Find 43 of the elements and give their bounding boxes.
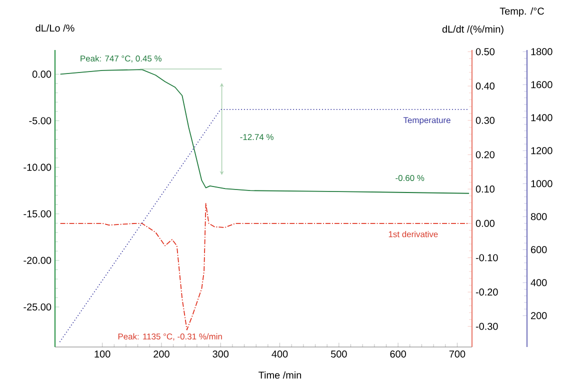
y-tick-label: -20.00 — [24, 256, 52, 264]
annotation: -0.60 % — [396, 175, 424, 181]
y3-tick-label: 1200 — [531, 147, 552, 154]
y2-tick-label: -0.10 — [476, 254, 498, 262]
y-tick-label: -5.00 — [29, 117, 52, 124]
line-series — [60, 69, 470, 194]
y2-tick-label: 0.20 — [476, 151, 495, 158]
x-tick-label: 100 — [94, 350, 110, 358]
x-tick-label: 300 — [212, 350, 229, 358]
y3-tick-label: 200 — [531, 312, 547, 320]
y3-tick-label: 1600 — [531, 81, 552, 88]
y2-tick-label: -0.20 — [476, 288, 498, 296]
x-tick-label: 700 — [449, 350, 466, 358]
y3-tick-label: 400 — [530, 279, 547, 286]
y2-tick-label: 0.10 — [476, 186, 495, 193]
x-axis-title: Time /min — [258, 371, 302, 379]
x-tick-label: 200 — [154, 350, 170, 358]
y3-tick-label: 800 — [530, 213, 547, 220]
y3-tick-label: 1400 — [531, 114, 552, 122]
y-tick-label: 0.00 — [32, 70, 52, 78]
y2-tick-label: 0.50 — [476, 48, 495, 56]
x-tick-label: 400 — [272, 350, 288, 358]
series-label: 1st derivative — [388, 230, 438, 238]
y2-tick-label: 0.40 — [476, 82, 495, 90]
x-tick-label: 500 — [331, 350, 347, 358]
y-axis-title: dL/Lo /% — [36, 24, 74, 32]
series-label: Temperature — [403, 117, 450, 125]
y2-tick-label: -0.30 — [476, 322, 498, 330]
line-series — [60, 203, 470, 330]
x-tick-label: 600 — [390, 350, 406, 358]
y-tick-label: -10.00 — [24, 164, 52, 171]
annotation: Peak: 747 °C, 0.45 % — [80, 55, 162, 63]
y3-tick-label: 1800 — [531, 48, 552, 56]
y2-tick-label: 0.30 — [476, 116, 495, 124]
y-tick-label: -25.00 — [24, 303, 52, 310]
annotation: -12.74 % — [240, 134, 274, 140]
y3-tick-label: 600 — [531, 246, 547, 254]
annotation: Peak: 1135 °C, -0.31 %/min — [118, 333, 222, 341]
y3-tick-label: 1000 — [531, 180, 552, 188]
y3-axis-title: Temp. /°C — [500, 7, 544, 17]
y2-tick-label: 0.00 — [476, 220, 495, 227]
y-tick-label: -15.00 — [24, 210, 52, 218]
y2-axis-title: dL/dt /(%/min) — [442, 25, 504, 35]
